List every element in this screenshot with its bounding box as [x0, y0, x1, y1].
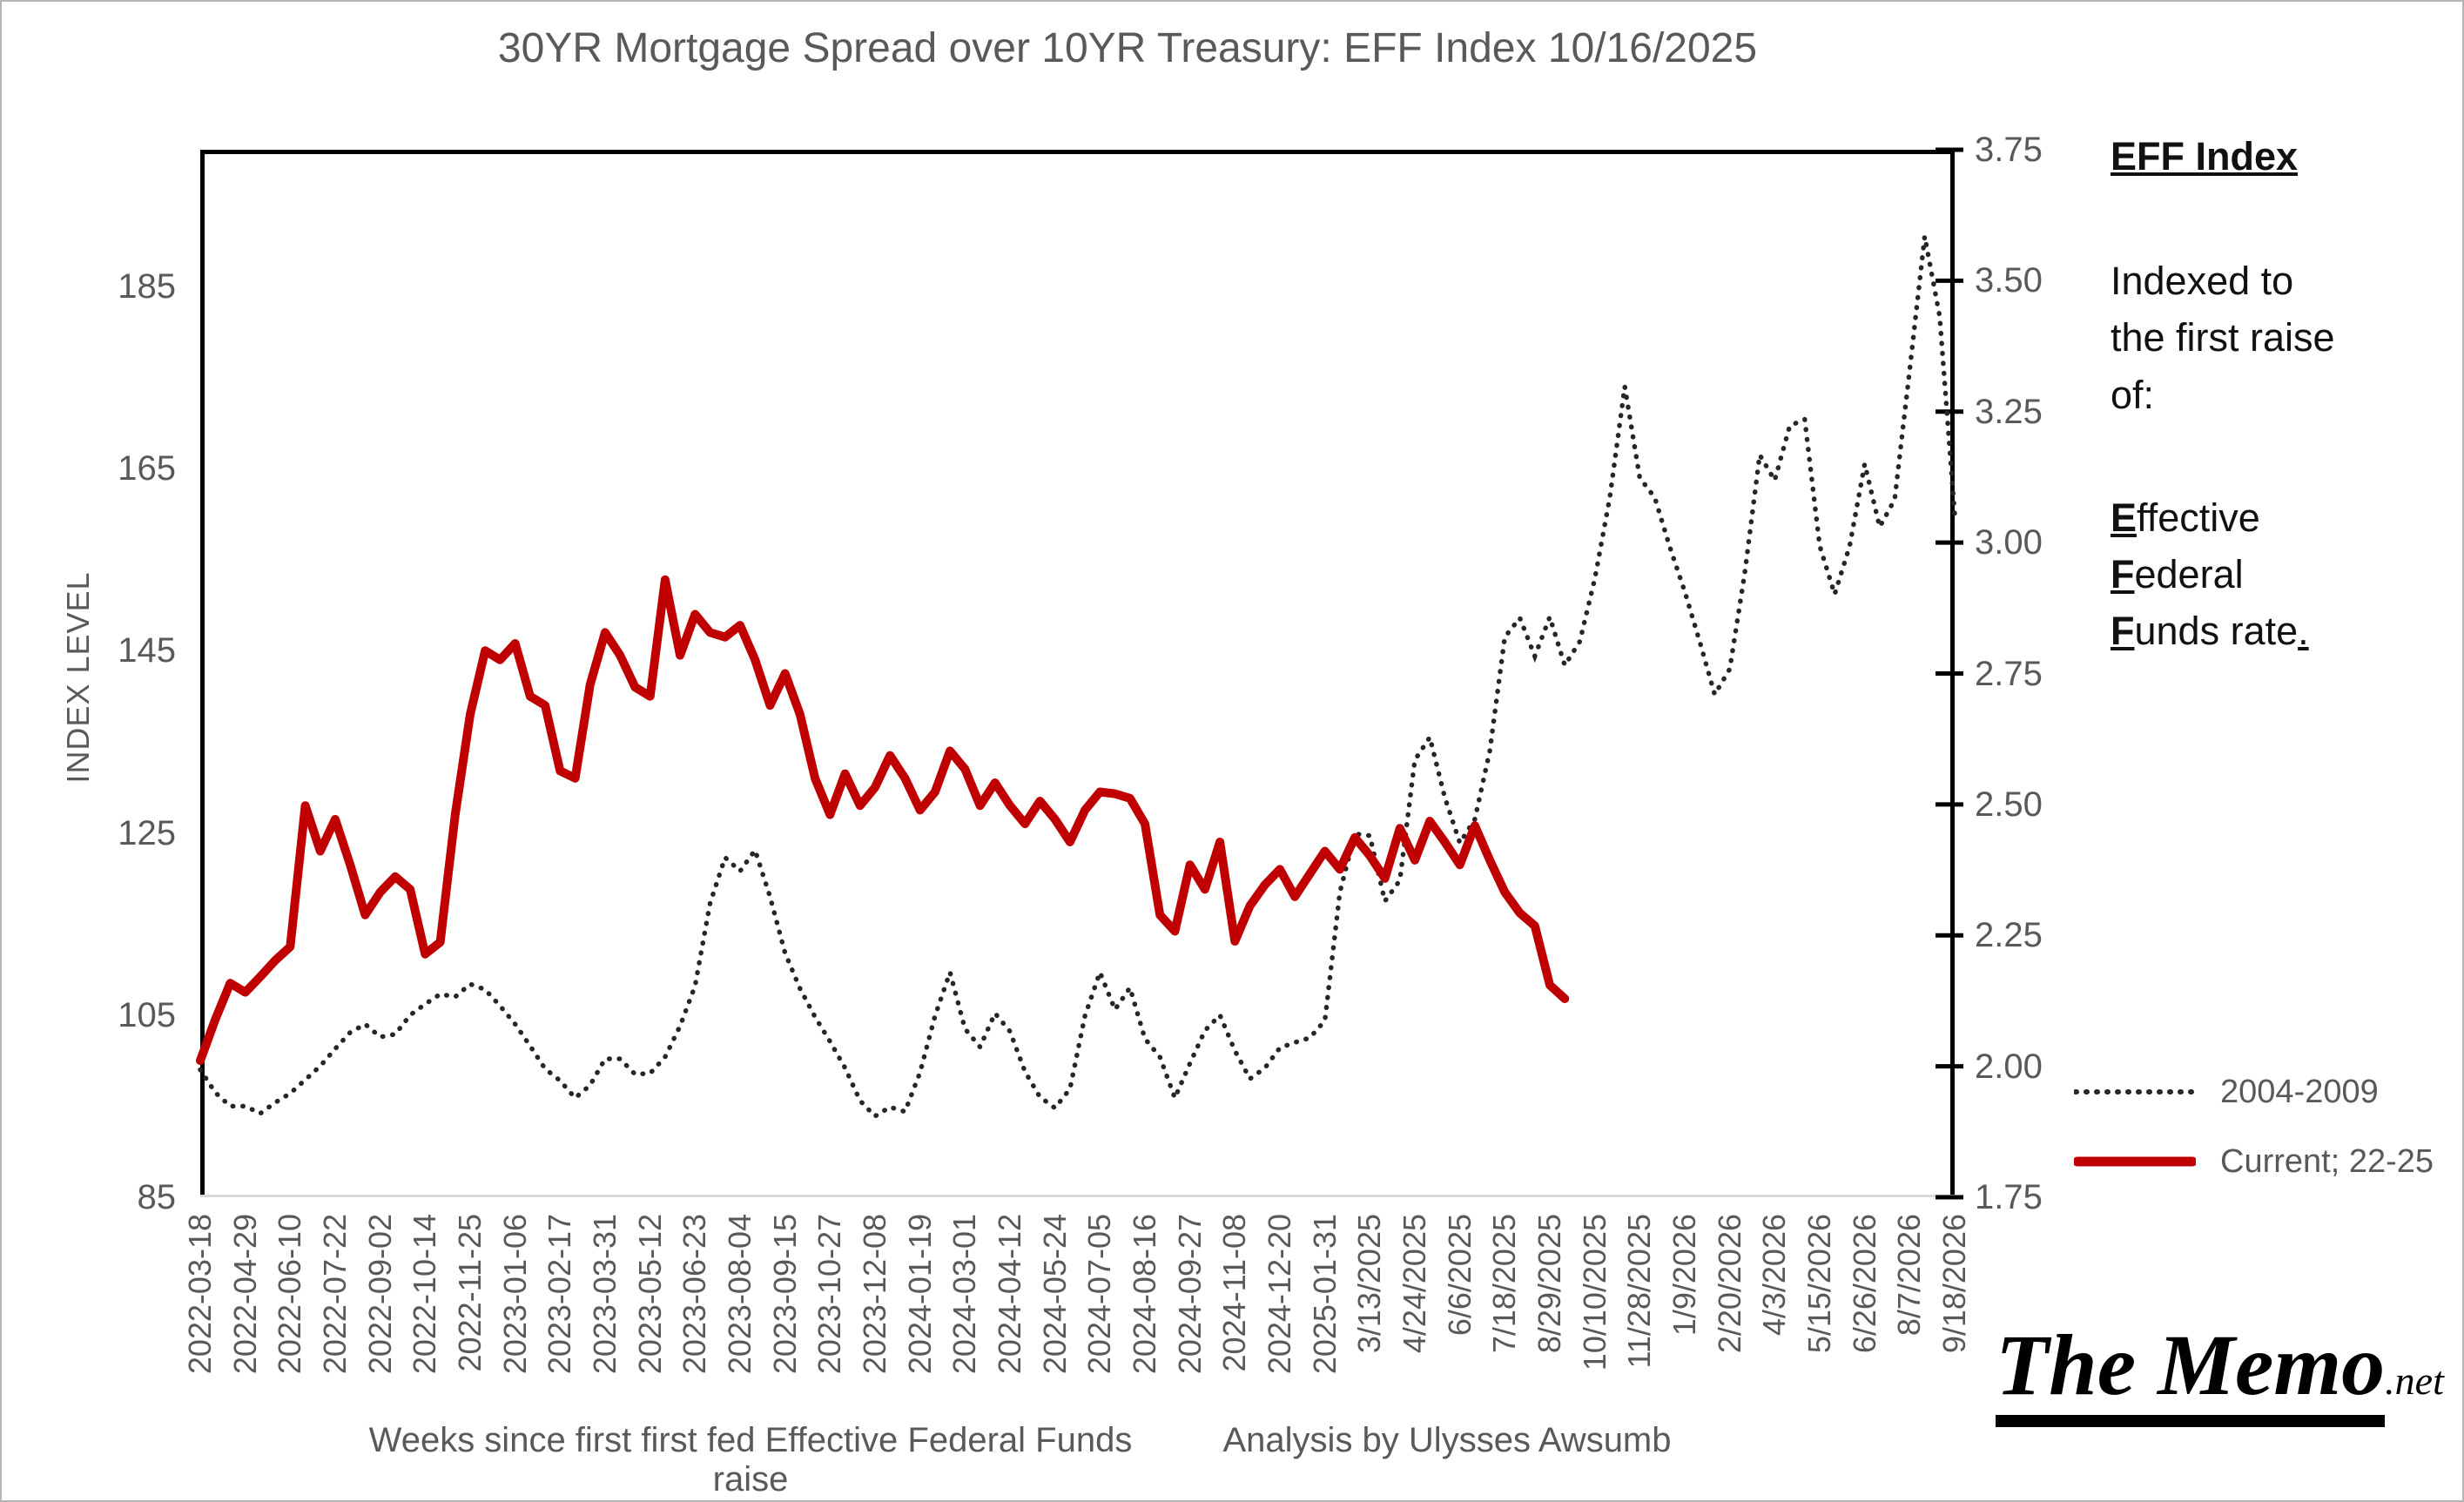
x-tick-label: 8/7/2026: [1891, 1214, 1928, 1337]
y-right-tick-label: 2.00: [1975, 1047, 2043, 1086]
eff-annotation-block: EFF Index Indexed to the first raise of:…: [2111, 134, 2424, 660]
x-tick-label: 2024-03-01: [946, 1214, 983, 1375]
y-right-tick-label: 3.75: [1975, 131, 2043, 169]
legend: 2004-2009 Current; 22-25: [2074, 1057, 2434, 1196]
legend-item-2004-2009: 2004-2009: [2074, 1057, 2434, 1127]
y-right-tick-label: 1.75: [1975, 1178, 2043, 1216]
x-tick-label: 10/10/2025: [1576, 1214, 1612, 1371]
x-tick-label: 2024-08-16: [1127, 1214, 1162, 1375]
x-tick-label: 4/3/2026: [1756, 1214, 1793, 1337]
x-tick-label: 2022-11-25: [452, 1214, 488, 1372]
logo-main-text: The Memo: [1996, 1317, 2386, 1427]
x-tick-label: 2023-06-23: [677, 1214, 713, 1375]
x-tick-label: 2024-11-08: [1216, 1214, 1253, 1372]
legend-label: 2004-2009: [2220, 1073, 2379, 1110]
logo-suffix-text: .net: [2385, 1358, 2444, 1403]
series-2004-2009-dotted-line: [198, 235, 1957, 1120]
legend-item-current-22-25: Current; 22-25: [2074, 1127, 2434, 1196]
x-tick-label: 2024-07-05: [1081, 1214, 1118, 1375]
x-tick-label: 1/9/2026: [1666, 1214, 1702, 1337]
y-right-tick-label: 3.50: [1975, 261, 2043, 300]
x-tick-label: 2024-05-24: [1036, 1214, 1073, 1375]
x-tick-label: 2024-04-12: [992, 1214, 1027, 1375]
x-tick-label: 2023-01-06: [496, 1214, 533, 1375]
y-right-tick-label: 2.75: [1975, 654, 2043, 693]
y-axis-title: INDEX LEVEL: [60, 571, 96, 784]
x-tick-label: 4/24/2025: [1397, 1214, 1432, 1354]
eff-term-federal: Federal: [2111, 552, 2244, 596]
x-tick-label: 2022-04-29: [226, 1214, 263, 1375]
eff-term-effective: Effective: [2111, 495, 2260, 540]
x-tick-label: 2023-09-15: [766, 1214, 803, 1375]
analysis-credit: Analysis by Ulysses Awsumb: [1222, 1421, 1672, 1459]
x-tick-label: 9/18/2026: [1936, 1214, 1972, 1354]
y-right-tick-label: 2.50: [1975, 785, 2043, 824]
x-tick-label: 2024-12-20: [1262, 1214, 1297, 1375]
series-current-22-25-red-line: [196, 575, 1570, 1066]
y-right-tick-label: 3.00: [1975, 523, 2043, 562]
legend-label: Current; 22-25: [2220, 1142, 2434, 1180]
x-tick-label: 8/29/2025: [1532, 1214, 1567, 1354]
eff-term-funds-rate: Funds rate.: [2111, 609, 2309, 654]
x-tick-label: 2023-08-04: [722, 1214, 757, 1375]
x-tick-label: 11/28/2025: [1621, 1214, 1658, 1369]
chart-title: 30YR Mortgage Spread over 10YR Treasury:…: [497, 25, 1758, 71]
x-tick-label: 7/18/2025: [1486, 1214, 1523, 1354]
y-left-tick-label: 125: [118, 813, 176, 852]
red-line-swatch-icon: [2074, 1156, 2196, 1167]
x-tick-label: 2023-02-17: [542, 1214, 578, 1375]
y-left-tick-label: 165: [118, 449, 176, 488]
eff-heading: EFF Index: [2111, 134, 2299, 178]
x-tick-label: 2/20/2026: [1711, 1214, 1747, 1354]
x-tick-label: 3/13/2025: [1351, 1214, 1388, 1354]
x-tick-label: 2023-03-31: [587, 1214, 623, 1375]
x-tick-label: 6/26/2026: [1846, 1214, 1882, 1354]
y-left-tick-label: 185: [118, 266, 176, 306]
y-left-tick-label: 85: [137, 1178, 177, 1216]
x-tick-label: 2022-09-02: [361, 1214, 398, 1375]
dotted-line-swatch-icon: [2074, 1089, 2196, 1095]
eff-terms: Effective Federal Funds rate.: [2111, 489, 2424, 660]
x-tick-label: 2023-12-08: [857, 1214, 892, 1375]
plot-area: [196, 147, 1963, 1200]
x-tick-label: 2022-06-10: [272, 1214, 308, 1375]
x-axis-caption: Weeks since first first fed Effective Fe…: [368, 1421, 1133, 1499]
x-tick-label: 5/15/2026: [1801, 1214, 1837, 1354]
x-tick-label: 2023-10-27: [811, 1214, 848, 1375]
x-tick-label: 6/6/2025: [1441, 1214, 1478, 1337]
y-right-tick-label: 3.25: [1975, 392, 2043, 431]
x-tick-label: 2025-01-31: [1306, 1214, 1343, 1375]
y-right-tick-label: 2.25: [1975, 916, 2043, 955]
the-memo-logo: The Memo.net: [1996, 1315, 2444, 1427]
x-tick-label: 2024-09-27: [1171, 1214, 1208, 1375]
x-tick-label: 2022-07-22: [317, 1214, 353, 1375]
eff-body-text: Indexed to the first raise of:: [2111, 259, 2335, 417]
y-left-tick-label: 105: [118, 995, 176, 1034]
y-left-tick-label: 145: [118, 631, 176, 670]
x-tick-label: 2024-01-19: [901, 1214, 938, 1375]
x-tick-label: 2022-03-18: [182, 1214, 218, 1375]
x-tick-label: 2023-05-12: [631, 1214, 668, 1375]
x-tick-label: 2022-10-14: [407, 1214, 443, 1375]
